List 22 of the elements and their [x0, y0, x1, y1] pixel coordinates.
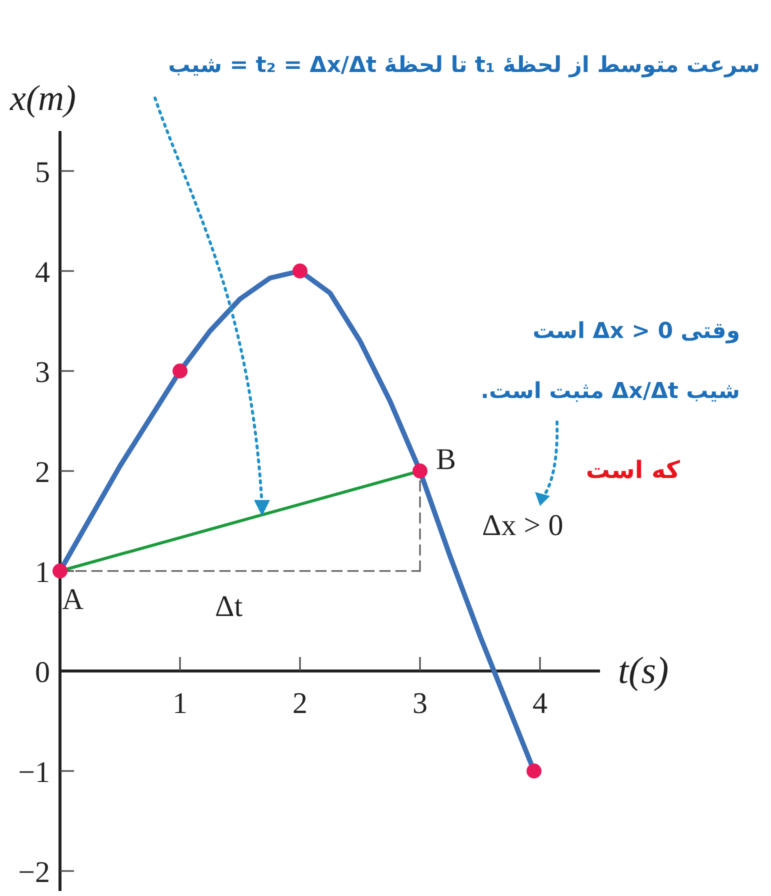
annotation: شیب Δx/Δt مثبت است. [480, 379, 740, 404]
y-tick-label: −1 [18, 756, 50, 789]
y-tick-label: 4 [35, 256, 50, 289]
annotation: Δx > 0 [482, 509, 564, 542]
y-axis-title: x(m) [9, 78, 76, 118]
y-tick-label: 0 [35, 656, 50, 689]
y-tick-label: 1 [35, 556, 50, 589]
y-tick-label: 2 [35, 456, 50, 489]
x-axis-title: t(s) [618, 650, 669, 692]
x-tick-label: 4 [532, 687, 548, 720]
annotation: که است [586, 456, 680, 484]
x-tick-label: 1 [172, 687, 188, 720]
annotation: وقتی Δx > 0 است [532, 319, 740, 344]
annotation: Δt [215, 590, 244, 623]
y-tick-label: 3 [35, 356, 50, 389]
y-tick-label: −2 [18, 856, 50, 889]
x-tick-label: 2 [292, 687, 308, 720]
x-tick-label: 3 [412, 687, 428, 720]
annotation: B [436, 443, 456, 476]
annotation: A [62, 583, 84, 616]
text: سرعت متوسط از لحظهٔ t₁ تا لحظهٔ t₂ = Δx/Δt = شیب [168, 53, 760, 78]
y-tick-label: 5 [35, 156, 50, 189]
